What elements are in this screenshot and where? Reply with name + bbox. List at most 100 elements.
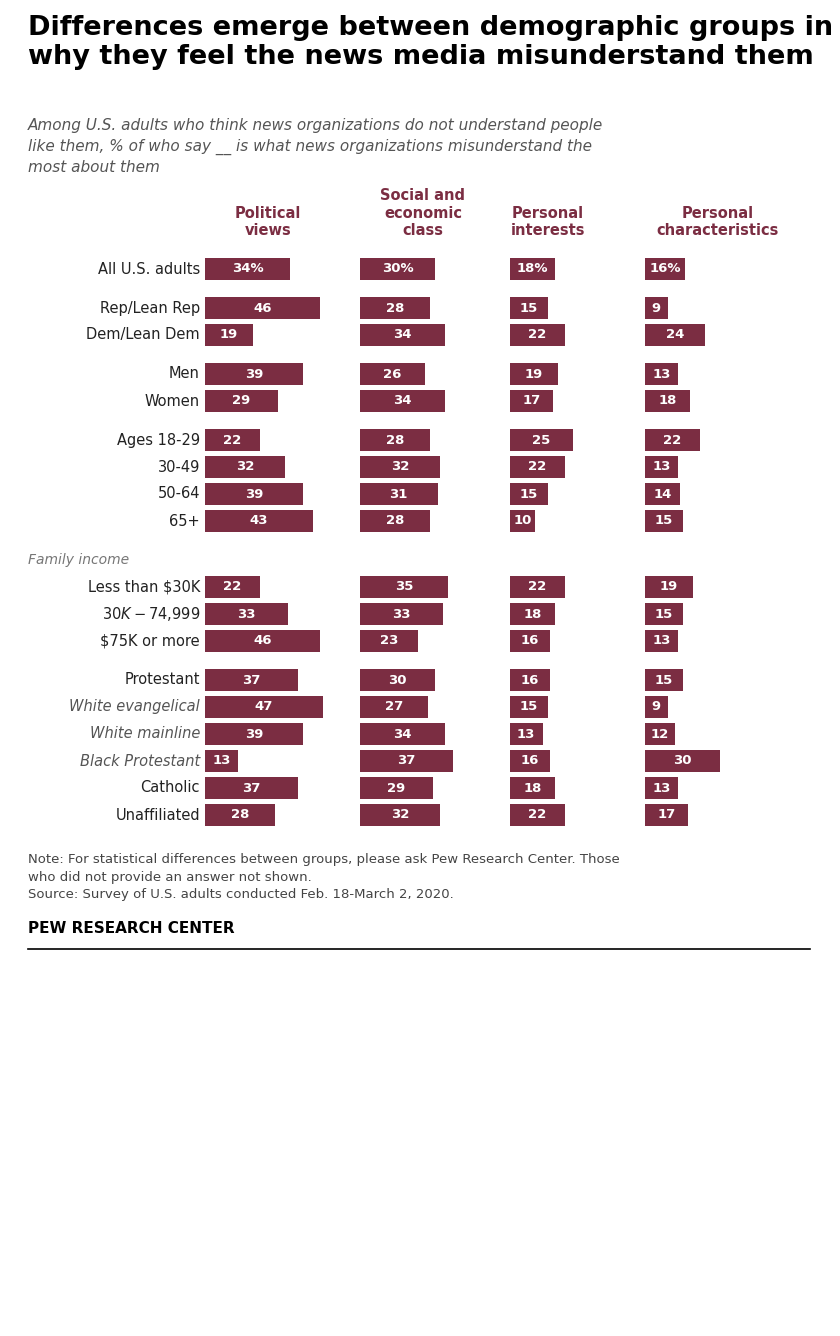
Bar	[205, 325, 253, 346]
Text: 47: 47	[255, 700, 273, 713]
Text: 28: 28	[231, 808, 249, 822]
Bar	[645, 603, 683, 625]
Text: 24: 24	[666, 329, 685, 342]
Text: 15: 15	[520, 488, 538, 501]
Bar	[360, 456, 440, 478]
Bar	[360, 484, 438, 505]
Bar	[645, 631, 678, 652]
Bar	[510, 749, 550, 772]
Text: All U.S. adults: All U.S. adults	[97, 262, 200, 277]
Text: 13: 13	[652, 367, 670, 381]
Text: 17: 17	[522, 394, 540, 407]
Bar	[205, 363, 302, 385]
Text: Protestant: Protestant	[124, 672, 200, 688]
Bar	[360, 778, 433, 799]
Bar	[510, 456, 565, 478]
Bar	[645, 576, 692, 599]
Text: $75K or more: $75K or more	[100, 633, 200, 648]
Text: 16: 16	[521, 673, 539, 687]
Text: 31: 31	[390, 488, 408, 501]
Text: $30K-$74,999: $30K-$74,999	[102, 605, 200, 623]
Bar	[205, 576, 260, 599]
Bar	[510, 723, 543, 745]
Bar	[510, 429, 573, 452]
Bar	[510, 297, 548, 319]
Bar	[645, 510, 683, 532]
Bar	[360, 631, 417, 652]
Bar	[205, 669, 297, 691]
Text: PEW RESEARCH CENTER: PEW RESEARCH CENTER	[28, 921, 234, 937]
Text: 32: 32	[236, 461, 255, 473]
Text: 19: 19	[525, 367, 543, 381]
Text: 13: 13	[652, 461, 670, 473]
Text: 29: 29	[387, 782, 406, 795]
Text: Differences emerge between demographic groups in
why they feel the news media mi: Differences emerge between demographic g…	[28, 15, 833, 69]
Text: 14: 14	[654, 488, 672, 501]
Text: 32: 32	[391, 808, 409, 822]
Bar	[645, 723, 675, 745]
Text: Men: Men	[169, 366, 200, 382]
Text: 34: 34	[393, 728, 412, 740]
Bar	[510, 804, 565, 826]
Bar	[205, 723, 302, 745]
Bar	[645, 484, 680, 505]
Bar	[645, 258, 685, 281]
Text: 16: 16	[521, 635, 539, 648]
Bar	[645, 363, 678, 385]
Text: 9: 9	[652, 302, 661, 314]
Text: Personal
interests: Personal interests	[511, 206, 585, 238]
Text: 17: 17	[657, 808, 675, 822]
Bar	[205, 484, 302, 505]
Bar	[205, 429, 260, 452]
Text: 18%: 18%	[517, 262, 549, 275]
Text: Personal
characteristics: Personal characteristics	[657, 206, 780, 238]
Text: 37: 37	[242, 673, 260, 687]
Bar	[205, 258, 290, 281]
Bar	[360, 258, 435, 281]
Bar	[510, 510, 535, 532]
Bar	[510, 696, 548, 717]
Text: 33: 33	[392, 608, 411, 620]
Text: Family income: Family income	[28, 553, 129, 566]
Bar	[645, 669, 683, 691]
Text: Social and
economic
class: Social and economic class	[381, 188, 465, 238]
Bar	[360, 325, 445, 346]
Bar	[205, 297, 320, 319]
Text: White evangelical: White evangelical	[69, 700, 200, 715]
Text: 26: 26	[383, 367, 402, 381]
Text: 22: 22	[664, 433, 681, 446]
Bar	[360, 363, 425, 385]
Text: 37: 37	[397, 755, 416, 767]
Bar	[645, 749, 720, 772]
Bar	[205, 749, 238, 772]
Text: 22: 22	[528, 461, 547, 473]
Bar	[205, 804, 275, 826]
Bar	[205, 456, 285, 478]
Bar	[510, 576, 565, 599]
Bar	[645, 696, 668, 717]
Text: 13: 13	[652, 635, 670, 648]
Text: 19: 19	[659, 581, 678, 593]
Bar	[205, 390, 277, 411]
Bar	[360, 696, 428, 717]
Text: 25: 25	[532, 433, 550, 446]
Bar	[510, 484, 548, 505]
Text: Political
views: Political views	[235, 206, 302, 238]
Text: 13: 13	[517, 728, 535, 740]
Bar	[360, 510, 430, 532]
Bar	[645, 456, 678, 478]
Text: 32: 32	[391, 461, 409, 473]
Text: 10: 10	[513, 514, 532, 528]
Text: 13: 13	[652, 782, 670, 795]
Bar	[360, 390, 445, 411]
Text: 18: 18	[659, 394, 677, 407]
Text: 37: 37	[242, 782, 260, 795]
Bar	[205, 631, 320, 652]
Text: 16: 16	[521, 755, 539, 767]
Bar	[360, 723, 445, 745]
Text: 12: 12	[651, 728, 669, 740]
Bar	[510, 325, 565, 346]
Bar	[645, 390, 690, 411]
Bar	[645, 429, 700, 452]
Text: 23: 23	[380, 635, 398, 648]
